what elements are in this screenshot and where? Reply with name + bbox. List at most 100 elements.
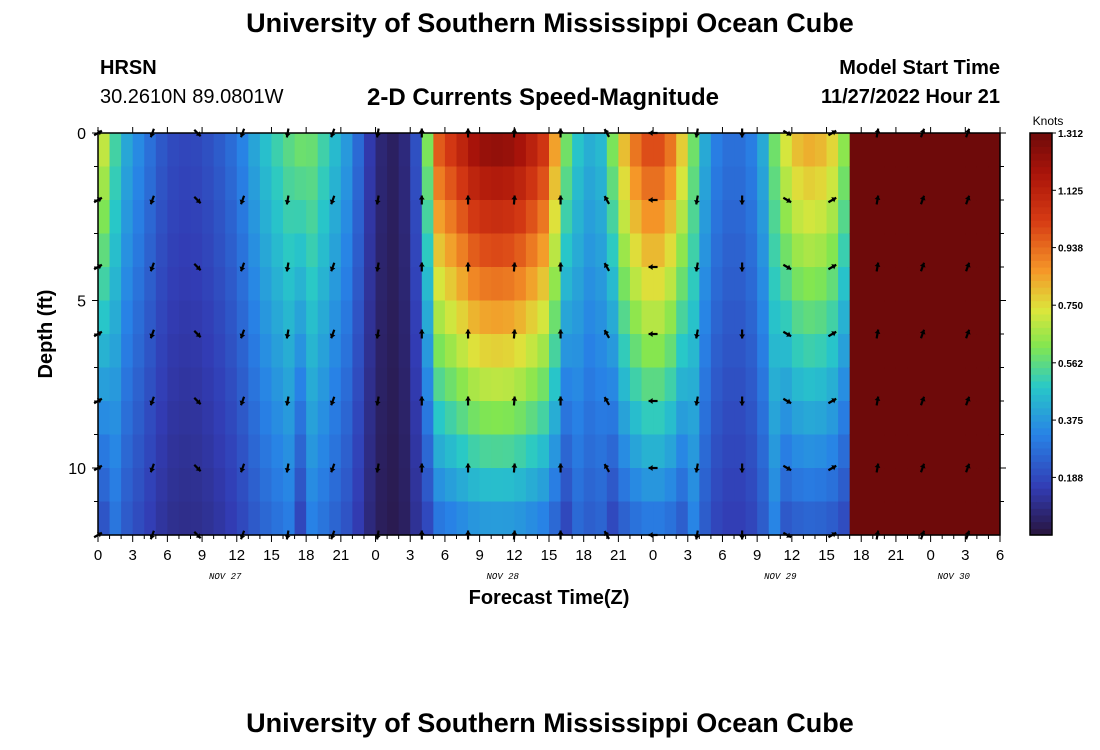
heatmap-cell	[814, 367, 828, 402]
heatmap-cell	[734, 233, 747, 268]
vector-head	[465, 262, 471, 267]
heatmap-cell	[155, 367, 168, 402]
heatmap-cell	[722, 434, 735, 469]
heatmap-cell	[814, 267, 828, 302]
heatmap-cell	[410, 300, 423, 335]
heatmap-cell	[653, 367, 666, 402]
heatmap-cell	[895, 501, 909, 536]
heatmap-cell	[919, 434, 932, 469]
heatmap-cell	[965, 334, 978, 369]
heatmap-cell	[259, 501, 273, 536]
heatmap-cell	[537, 267, 550, 302]
heatmap-cell	[861, 267, 874, 302]
heatmap-cell	[618, 300, 631, 335]
heatmap-cell	[352, 233, 365, 268]
current-vector	[329, 262, 336, 272]
heatmap-cell	[583, 133, 596, 168]
heatmap-cell	[861, 133, 874, 168]
heatmap-cell	[629, 200, 643, 235]
current-vector	[193, 397, 202, 405]
heatmap-cell	[606, 233, 619, 268]
heatmap-cell	[976, 434, 990, 469]
heatmap-cell	[294, 166, 307, 201]
current-vector	[603, 195, 611, 205]
heatmap-cell	[965, 233, 978, 268]
heatmap-cell	[560, 367, 573, 402]
heatmap-cell	[491, 468, 504, 503]
heatmap-cell	[132, 334, 145, 369]
heatmap-cell	[387, 468, 400, 503]
colorbar-segment	[1030, 159, 1052, 168]
vector-head	[149, 199, 155, 205]
heatmap-cell	[814, 501, 828, 536]
heatmap-cell	[872, 200, 885, 235]
heatmap-cell	[930, 233, 943, 268]
heatmap-cell	[410, 200, 423, 235]
heatmap-cell	[653, 267, 666, 302]
heatmap-cell	[468, 401, 481, 436]
heatmap-cell	[861, 233, 874, 268]
x-tick-label: 0	[371, 547, 379, 564]
heatmap-cell	[283, 367, 296, 402]
heatmap-cell	[167, 133, 180, 168]
colorbar-segment	[1030, 468, 1052, 476]
heatmap-cell	[491, 401, 504, 436]
heatmap-cell	[965, 133, 978, 168]
heatmap-cell	[444, 267, 458, 302]
heatmap-cell	[907, 267, 920, 302]
heatmap-cell	[838, 434, 851, 469]
heatmap-cell	[178, 267, 192, 302]
vector-head	[374, 333, 381, 339]
heatmap-cell	[132, 267, 145, 302]
heatmap-cell	[236, 401, 249, 436]
heatmap-cell	[895, 133, 909, 168]
heatmap-cell	[826, 133, 839, 168]
vector-head	[604, 263, 610, 269]
vector-head	[329, 199, 336, 205]
heatmap-cell	[641, 300, 654, 335]
heatmap-cell	[271, 468, 284, 503]
heatmap-cell	[317, 133, 330, 168]
current-vector	[511, 195, 518, 205]
heatmap-cell	[618, 501, 631, 536]
heatmap-cell	[919, 233, 932, 268]
x-tick-label: 6	[163, 547, 171, 564]
heatmap-cell	[629, 468, 643, 503]
heatmap-cell	[329, 300, 342, 335]
heatmap-cell	[132, 200, 145, 235]
heatmap-cell	[109, 300, 122, 335]
heatmap-cell	[872, 334, 885, 369]
vector-head	[557, 262, 564, 267]
heatmap-cell	[629, 233, 643, 268]
heatmap-cell	[780, 200, 793, 235]
heatmap-cell	[768, 367, 781, 402]
heatmap-cell	[202, 133, 215, 168]
heatmap-cell	[745, 468, 758, 503]
heatmap-cell	[155, 133, 168, 168]
heatmap-cell	[444, 133, 458, 168]
heatmap-cell	[976, 501, 990, 536]
heatmap-cell	[549, 267, 562, 302]
heatmap-cell	[895, 233, 909, 268]
heatmap-cell	[803, 300, 816, 335]
heatmap-cell	[202, 166, 215, 201]
vector-head	[329, 333, 336, 339]
vector-head	[694, 400, 700, 406]
vector-head	[739, 401, 746, 406]
heatmap-cell	[340, 166, 354, 201]
heatmap-cell	[791, 367, 805, 402]
heatmap-cell	[190, 300, 203, 335]
colorbar-segment	[1030, 253, 1052, 261]
heatmap-cell	[502, 334, 515, 369]
vector-head	[831, 197, 837, 203]
heatmap-cell	[953, 501, 966, 536]
heatmap-cell	[456, 367, 469, 402]
heatmap-cell	[363, 200, 377, 235]
heatmap-cell	[329, 200, 342, 235]
heatmap-cell	[895, 267, 909, 302]
colorbar-segment	[1030, 494, 1052, 503]
colorbar-segment	[1030, 461, 1052, 469]
heatmap-cell	[525, 166, 539, 201]
heatmap-cell	[734, 334, 747, 369]
vector-head	[239, 467, 246, 473]
